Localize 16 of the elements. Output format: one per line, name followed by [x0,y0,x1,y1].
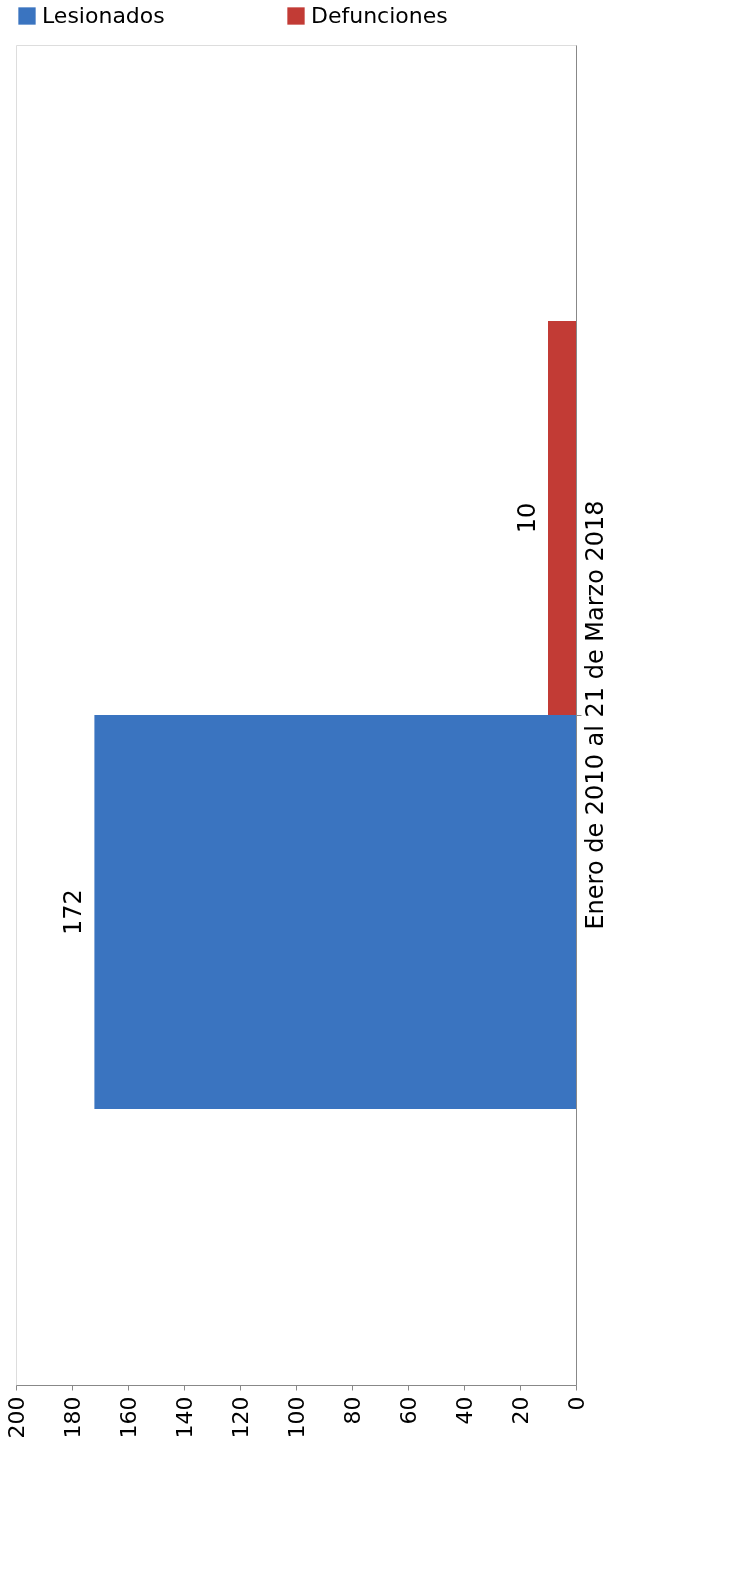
x-tick-label: 0 [563,1396,589,1411]
x-tick-label: 120 [227,1396,253,1439]
legend-label: Defunciones [311,3,448,28]
x-tick-label: 180 [59,1396,85,1439]
legend-label: Lesionados [42,3,165,28]
x-tick-label: 80 [339,1396,365,1425]
x-tick-label: 60 [395,1396,421,1425]
x-tick-label: 100 [283,1396,309,1439]
data-label: 172 [59,889,88,935]
x-tick-label: 160 [115,1396,141,1439]
x-tick-label: 200 [3,1396,29,1439]
x-tick-label: 140 [171,1396,197,1439]
data-label: 10 [513,502,541,534]
x-tick-label: 40 [451,1396,477,1425]
x-tick-label: 20 [507,1396,533,1425]
y-tick-label: Enero de 2010 al 21 de Marzo 2018 [580,500,609,930]
